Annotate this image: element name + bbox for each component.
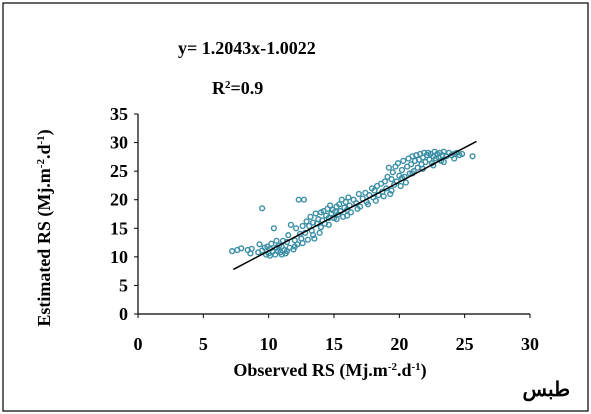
scatter-point: [380, 193, 387, 200]
scatter-point: [316, 229, 323, 236]
x-axis-label: Observed RS (Mj.m-2.d-1): [233, 360, 426, 381]
x-tick-label: 0: [134, 334, 143, 354]
scatter-point: [311, 235, 318, 242]
station-label: طبس: [523, 379, 570, 402]
y-tick-label: 20: [110, 190, 128, 210]
scatter-point: [283, 248, 291, 255]
scatter-point: [238, 245, 245, 252]
x-tick-label: 30: [521, 334, 539, 354]
scatter-point: [306, 222, 313, 230]
scatter-point: [355, 190, 362, 198]
plot-area: 0 5 10 15 20 25 30 35 0 5 10 15 20 25 30: [110, 104, 539, 354]
regression-equation: y= 1.2043x-1.0022: [178, 38, 316, 58]
scatter-point: [247, 250, 254, 257]
scatter-point: [342, 198, 349, 206]
scatter-point: [458, 150, 466, 158]
scatter-point: [333, 216, 340, 223]
scatter-point: [451, 155, 458, 162]
x-tick-label: 25: [456, 334, 474, 354]
scatter-point: [303, 218, 310, 225]
x-tick-label: 20: [390, 334, 408, 354]
scatter-point: [299, 222, 306, 230]
scatter-point: [326, 202, 334, 209]
y-tick-label: 25: [110, 161, 128, 181]
scatter-point: [469, 153, 476, 160]
y-tick-label: 30: [110, 133, 128, 153]
scatter-point: [307, 213, 314, 220]
scatter-point: [293, 225, 300, 232]
scatter-point: [309, 232, 317, 239]
scatter-point: [347, 209, 355, 216]
y-tick-label: 0: [119, 304, 128, 324]
scatter-point: [440, 158, 447, 166]
y-tick-label: 15: [110, 218, 128, 238]
scatter-point: [397, 182, 404, 190]
scatter-point: [285, 232, 292, 239]
scatter-point: [407, 161, 415, 168]
scatter-point: [371, 187, 378, 194]
scatter-point: [343, 212, 351, 219]
scatter-point: [273, 237, 280, 244]
scatter-point: [291, 243, 298, 250]
scatter-point: [264, 243, 271, 250]
scatter-point: [304, 236, 311, 243]
scatter-point: [388, 187, 395, 194]
y-axis-label: Estimated RS (Mj.m-2.d-1): [34, 129, 55, 326]
scatter-point: [400, 157, 407, 164]
scatter-point: [364, 201, 372, 208]
x-tick-label: 10: [260, 334, 278, 354]
scatter-point: [345, 194, 352, 201]
x-tick-label: 15: [325, 334, 343, 354]
y-tick-label: 5: [119, 275, 128, 295]
scatter-point: [299, 240, 306, 247]
scatter-point: [385, 164, 392, 171]
scatter-point: [402, 179, 409, 186]
y-tick-label: 10: [110, 247, 128, 267]
scatter-point: [256, 241, 263, 248]
scatter-point: [278, 251, 285, 258]
scatter-point: [398, 166, 406, 174]
scatter-point: [336, 201, 343, 208]
scatter-point: [270, 225, 277, 232]
scatter-point: [300, 196, 308, 203]
x-tick-label: 5: [199, 334, 208, 354]
scatter-point: [354, 205, 361, 212]
scatter-point: [394, 160, 402, 167]
r-squared: R2=0.9: [212, 78, 263, 98]
scatter-point: [388, 176, 395, 183]
scatter-point: [325, 221, 332, 228]
scatter-point: [259, 205, 266, 212]
scatter-point: [372, 197, 379, 204]
scatter-point: [268, 240, 275, 247]
scatter-point: [381, 178, 389, 185]
scatter-point: [387, 190, 394, 198]
trendline: [233, 140, 477, 271]
scatter-point: [389, 169, 396, 176]
y-tick-label: 35: [110, 104, 128, 124]
scatter-point: [317, 224, 325, 231]
scatter-point: [266, 252, 274, 259]
scatter-point: [287, 221, 294, 228]
